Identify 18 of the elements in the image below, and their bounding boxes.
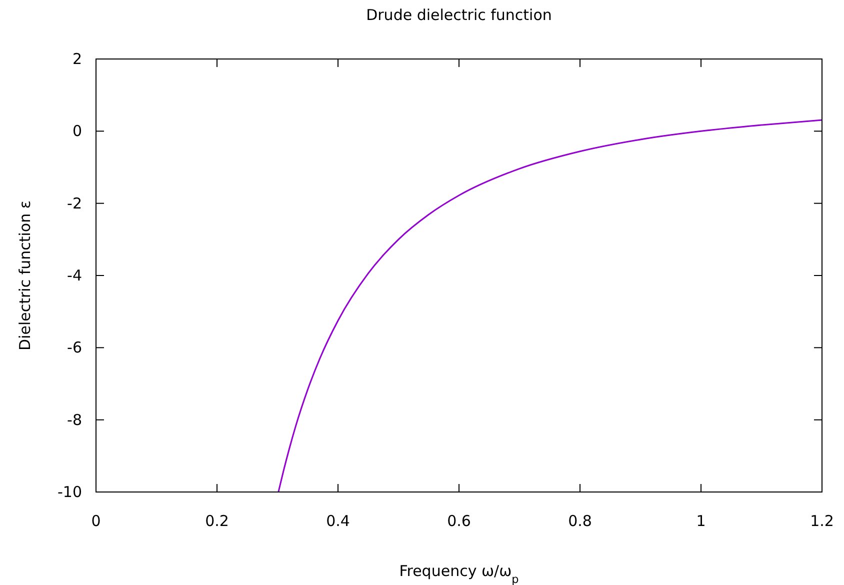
y-tick-label: -2	[67, 194, 82, 212]
x-tick-label: 0.4	[326, 512, 350, 530]
x-tick-label: 1	[696, 512, 706, 530]
y-tick-label: -8	[67, 410, 82, 429]
x-tick-label: 0.8	[568, 512, 592, 530]
y-tick-label: -10	[58, 483, 82, 501]
y-tick-label: -4	[67, 266, 82, 284]
y-tick-label: 0	[72, 122, 82, 140]
y-tick-label: -6	[67, 338, 82, 357]
chart-title: Drude dielectric function	[366, 6, 552, 24]
y-tick-label: 2	[72, 50, 82, 68]
x-axis-title: Frequency ω/ω$_{p}$	[399, 562, 519, 585]
line-series	[278, 119, 823, 493]
x-tick-label: 0	[91, 512, 101, 530]
x-tick-label: 1.2	[810, 512, 834, 530]
x-tick-label: 0.6	[447, 512, 471, 530]
x-tick-label: 0.2	[205, 512, 229, 530]
y-axis-title: Dielectric function ε	[16, 200, 34, 350]
